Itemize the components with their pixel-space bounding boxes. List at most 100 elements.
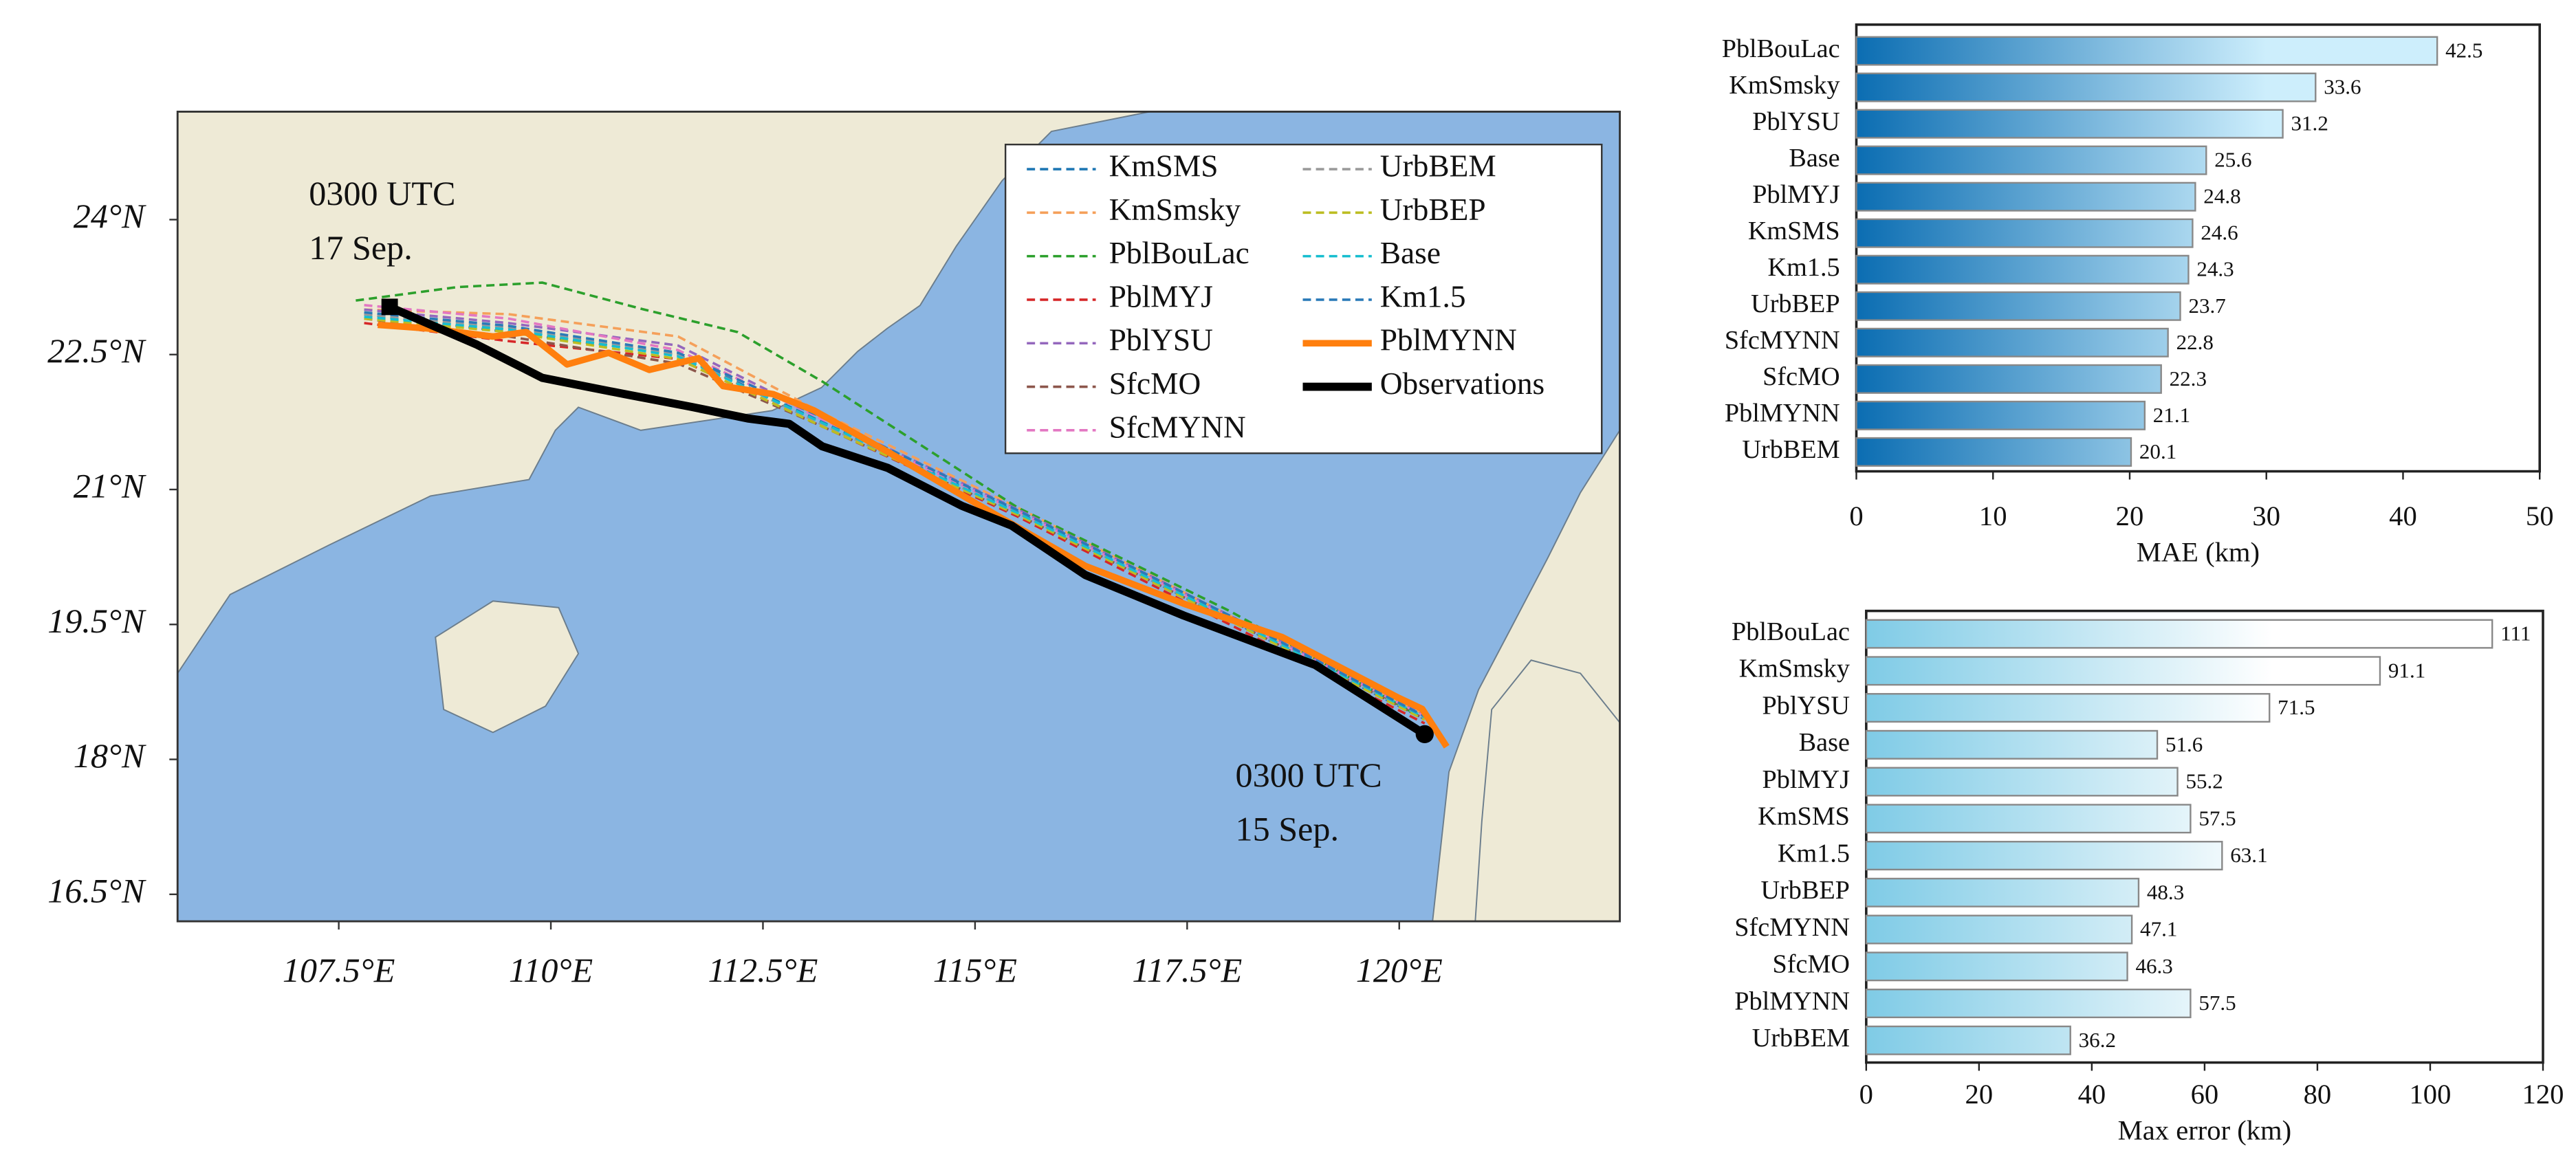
value-label: 42.5 [2445, 38, 2482, 63]
category-label: KmSMS [1748, 217, 1840, 245]
x-axis-label: MAE (km) [2137, 537, 2260, 568]
x-tick-label: 40 [2078, 1079, 2106, 1110]
legend-label: PblMYNN [1380, 323, 1517, 358]
x-axis-label: Max error (km) [2118, 1115, 2291, 1146]
bar [1865, 914, 2133, 945]
category-label: Base [1789, 144, 1840, 173]
x-tick-label: 20 [2116, 500, 2144, 531]
bar [1855, 364, 2162, 394]
x-tick-label: 117.5°E [1132, 951, 1242, 989]
map-frame [176, 111, 1621, 923]
category-label: SfcMO [1762, 362, 1840, 391]
track-line [378, 321, 1450, 749]
bar [1865, 729, 2159, 760]
bar [1855, 437, 2132, 467]
value-label: 20.1 [2139, 439, 2176, 463]
annotation: 0300 UTC [1236, 756, 1382, 794]
track-line [364, 304, 1426, 718]
value-label: 21.1 [2153, 403, 2190, 427]
y-tick-label: 22.5°N [47, 331, 146, 370]
category-label: UrbBEM [1742, 435, 1840, 464]
bar [1855, 72, 2317, 102]
category-label: PblMYJ [1752, 180, 1840, 209]
x-tick-label: 10 [1979, 500, 2007, 531]
bar [1855, 145, 2207, 175]
bar [1855, 109, 2284, 139]
legend-label: KmSmsky [1109, 192, 1241, 227]
category-label: SfcMYNN [1725, 326, 1840, 355]
x-tick-label: 30 [2252, 500, 2280, 531]
legend-label: Base [1380, 236, 1441, 270]
legend-label: UrbBEM [1380, 148, 1496, 183]
y-tick-label: 19.5°N [47, 602, 146, 640]
bar [1855, 400, 2146, 430]
start-marker [381, 298, 398, 316]
legend-label: UrbBEP [1380, 192, 1486, 227]
track-line [364, 313, 1426, 719]
value-label: 46.3 [2135, 954, 2172, 978]
bar [1865, 656, 2381, 686]
value-label: 24.8 [2203, 184, 2240, 208]
category-label: KmSmsky [1729, 71, 1840, 100]
bar [1855, 254, 2190, 285]
value-label: 57.5 [2198, 806, 2236, 830]
x-tick-label: 40 [2389, 500, 2417, 531]
value-label: 31.2 [2291, 111, 2328, 135]
bar [1865, 989, 2192, 1019]
x-tick-label: 100 [2410, 1079, 2452, 1110]
value-label: 23.7 [2188, 294, 2225, 318]
category-label: PblBouLac [1722, 34, 1840, 63]
x-tick-label: 107.5°E [283, 951, 395, 989]
x-tick-label: 112.5°E [708, 951, 818, 989]
y-tick-label: 18°N [74, 736, 146, 775]
legend-label: KmSMS [1109, 148, 1219, 183]
x-tick-label: 120 [2522, 1079, 2564, 1110]
legend-label: SfcMO [1109, 366, 1201, 401]
x-tick-label: 115°E [933, 951, 1017, 989]
bar [1865, 619, 2493, 649]
end-marker [1415, 725, 1434, 744]
category-label: PblYSU [1752, 107, 1840, 136]
legend-label: PblBouLac [1109, 236, 1249, 270]
value-label: 24.3 [2196, 257, 2234, 281]
y-tick-label: 24°N [74, 197, 146, 235]
annotation: 17 Sep. [309, 228, 412, 267]
x-tick-label: 0 [1849, 500, 1863, 531]
category-label: PblMYNN [1734, 987, 1850, 1015]
value-label: 25.6 [2214, 148, 2251, 172]
value-label: 51.6 [2165, 732, 2203, 756]
x-tick-label: 0 [1859, 1079, 1873, 1110]
category-label: PblMYNN [1725, 399, 1840, 428]
value-label: 111 [2500, 622, 2531, 646]
value-label: 71.5 [2278, 695, 2315, 719]
category-label: UrbBEP [1760, 876, 1849, 905]
value-label: 36.2 [2079, 1028, 2116, 1052]
bar [1865, 693, 2271, 723]
category-label: Km1.5 [1768, 253, 1840, 282]
x-tick-label: 50 [2526, 500, 2554, 531]
category-label: KmSMS [1758, 802, 1850, 831]
bar [1855, 291, 2181, 321]
category-label: UrbBEM [1752, 1024, 1850, 1053]
x-tick-label: 80 [2304, 1079, 2332, 1110]
value-label: 47.1 [2140, 917, 2177, 941]
category-label: SfcMO [1772, 950, 1849, 979]
track-line [356, 281, 1417, 716]
bar [1865, 841, 2223, 871]
bar [1865, 1025, 2071, 1055]
category-label: UrbBEP [1751, 289, 1840, 318]
annotation: 15 Sep. [1236, 810, 1339, 848]
category-label: Km1.5 [1778, 839, 1850, 868]
island [435, 600, 580, 734]
bar [1855, 327, 2169, 358]
x-tick-label: 110°E [509, 951, 593, 989]
category-label: PblBouLac [1732, 617, 1850, 646]
bar [1855, 218, 2194, 248]
bar [1865, 804, 2192, 834]
value-label: 57.5 [2198, 991, 2236, 1015]
x-tick-label: 60 [2191, 1079, 2219, 1110]
bar [1855, 182, 2196, 212]
category-label: PblYSU [1762, 691, 1850, 720]
